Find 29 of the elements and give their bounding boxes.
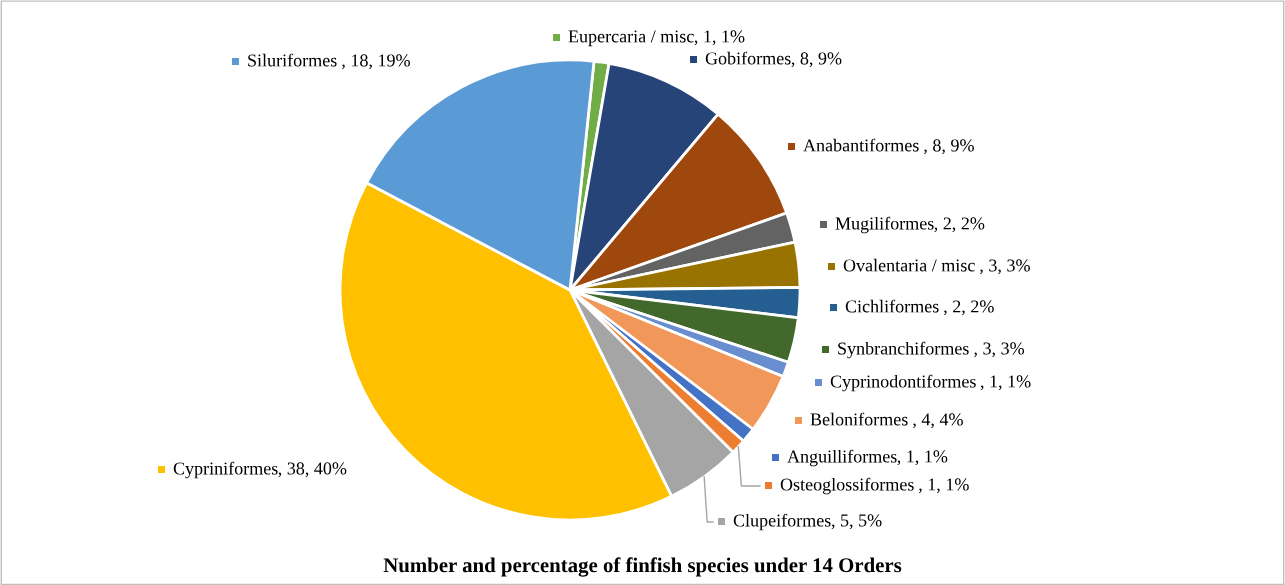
legend-label: Synbranchiformes (838, 341, 969, 359)
data-label: , 3, 3% (980, 259, 1030, 275)
legend-label: Eupercaria / misc (568, 30, 694, 47)
data-label: , 8, 9% (924, 139, 974, 155)
legend-label: Anguilliformes (787, 449, 897, 467)
legend-label: Cichliformes (845, 299, 939, 313)
legend-label: Gobiformes (705, 51, 791, 65)
legend-label: Anabantiformes (803, 138, 919, 152)
legend-label: Mugiliformes (835, 216, 934, 234)
data-label: , 2, 2% (943, 300, 994, 316)
legend-label: Cyprinodontiformes (830, 374, 976, 392)
data-label: , 3, 3% (974, 342, 1025, 358)
data-label: , 38, 40% (278, 462, 347, 478)
legend-label: Cypriniformes (173, 461, 278, 479)
legend-label: Clupeiformes (733, 513, 831, 531)
legend-label: Ovalentaria / misc (843, 258, 975, 272)
data-label: , 2, 2% (934, 217, 985, 233)
text: Number and percentage of finfish species under 14 Orders (383, 557, 902, 577)
data-label: , 1, 1% (918, 478, 969, 494)
data-label: , 18, 19% (342, 54, 410, 70)
legend-label: Siluriformes (248, 53, 337, 67)
data-label: , 1, 1% (980, 375, 1031, 391)
data-label: , 1, 1% (694, 30, 745, 46)
data-label: , 4, 4% (913, 413, 963, 429)
data-label: , 1, 1% (897, 450, 948, 466)
legend-label: Beloniformes (810, 412, 908, 426)
data-label: , 8, 9% (791, 52, 842, 68)
legend-label: Osteoglossiformes (780, 477, 914, 495)
data-label: , 5, 5% (831, 514, 882, 530)
